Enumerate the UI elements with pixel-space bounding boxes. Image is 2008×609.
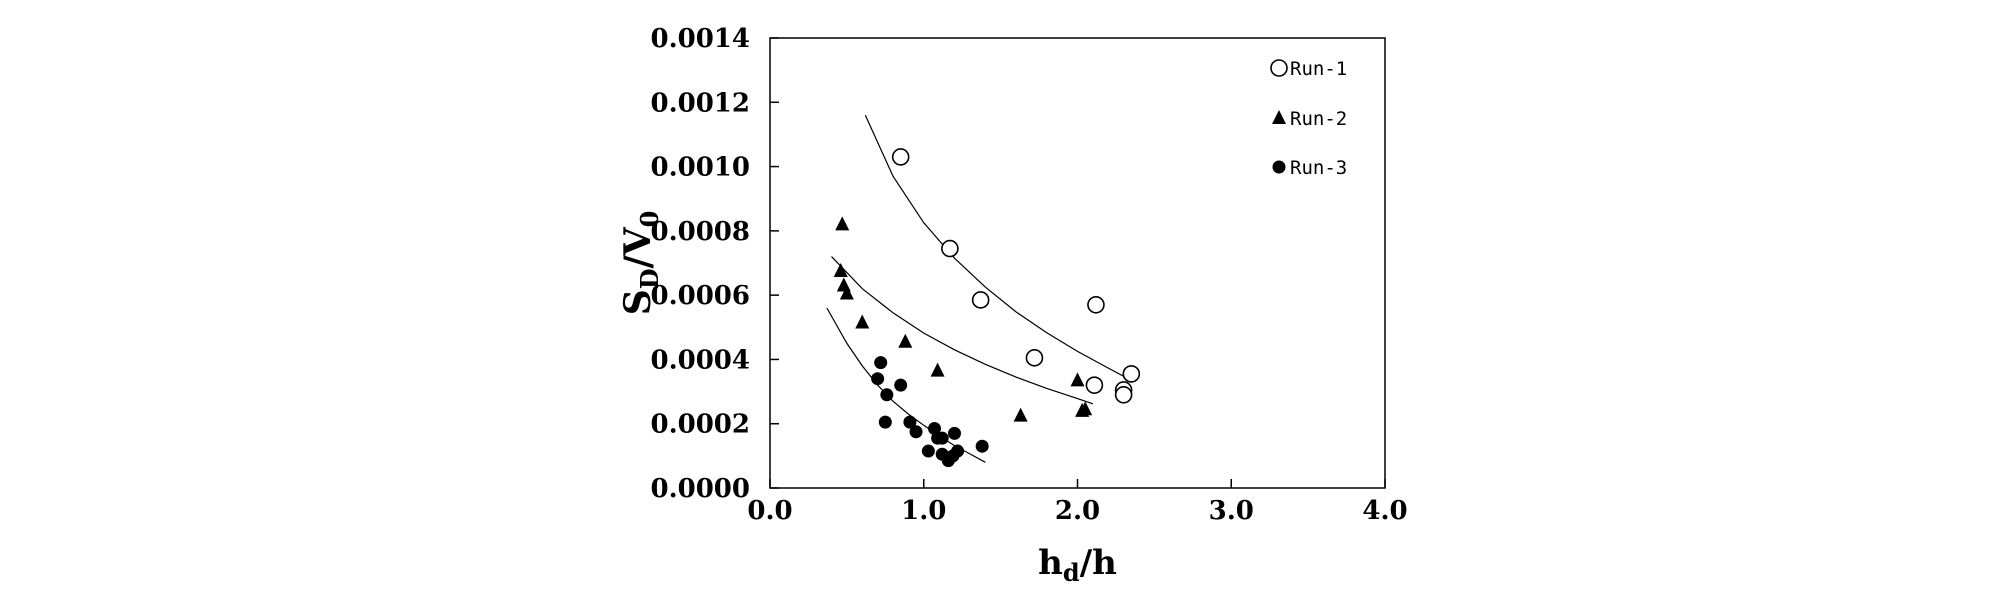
legend-label-run-1: Run-1 — [1290, 58, 1347, 80]
x-tick-label: 3.0 — [1209, 496, 1254, 526]
x-tick-label: 0.0 — [747, 496, 792, 526]
fit-curve-run-1 — [864, 114, 1132, 381]
point-run-2 — [1070, 372, 1085, 387]
point-run-1 — [1085, 376, 1104, 394]
x-tick-label: 1.0 — [901, 496, 946, 526]
y-tick-label: 0.0006 — [650, 281, 750, 311]
x-axis-title: hd/h — [1038, 543, 1117, 587]
point-run-2 — [1013, 407, 1028, 422]
point-run-1 — [1114, 385, 1133, 404]
point-run-2 — [839, 285, 854, 300]
point-run-3 — [880, 388, 894, 402]
x-tick-label: 4.0 — [1362, 496, 1407, 526]
point-run-3 — [894, 378, 908, 392]
point-run-3 — [948, 426, 961, 440]
y-title-v-sub: 0 — [635, 211, 664, 228]
point-run-1 — [1025, 349, 1044, 367]
legend-label-run-3: Run-3 — [1290, 157, 1347, 179]
legend-marker-run-1 — [1270, 59, 1288, 77]
point-run-2 — [930, 362, 945, 377]
point-run-2 — [835, 216, 850, 231]
point-run-2 — [855, 314, 870, 329]
fit-curve-run-2 — [831, 256, 1094, 405]
point-run-3 — [935, 431, 949, 445]
point-run-3 — [951, 444, 965, 458]
point-run-3 — [921, 444, 935, 458]
point-run-3 — [878, 415, 892, 429]
y-title-s: S — [617, 289, 659, 315]
plot-area-frame — [769, 37, 1386, 489]
y-axis-title: SD/V0 — [617, 211, 664, 316]
point-run-3 — [874, 356, 888, 370]
x-title-h: h — [1038, 543, 1063, 583]
legend: Run-1 Run-2 Run-3 — [1270, 58, 1347, 179]
x-tick-label: 2.0 — [1055, 496, 1100, 526]
y-tick-label: 0.0002 — [650, 410, 750, 440]
point-run-3 — [903, 415, 917, 429]
point-run-3 — [975, 439, 989, 453]
point-run-1 — [971, 291, 990, 309]
y-tick-label: 0.0000 — [650, 474, 750, 504]
point-run-1 — [1122, 365, 1141, 383]
x-title-rest: /h — [1080, 543, 1117, 583]
y-tick-label: 0.0012 — [650, 88, 750, 118]
legend-label-run-2: Run-2 — [1290, 108, 1347, 130]
legend-marker-run-3 — [1272, 160, 1286, 174]
legend-marker-run-2 — [1272, 110, 1286, 124]
y-tick-label: 0.0008 — [650, 217, 750, 247]
point-run-1 — [941, 239, 959, 258]
point-run-1 — [1087, 295, 1105, 314]
point-run-1 — [891, 148, 910, 166]
y-tick-label: 0.0014 — [650, 24, 750, 54]
point-run-2 — [833, 263, 848, 278]
x-title-sub: d — [1063, 558, 1080, 587]
point-run-2 — [1075, 402, 1090, 417]
point-run-2 — [898, 333, 913, 348]
y-title-s-sub: D — [635, 268, 664, 289]
point-run-3 — [909, 425, 923, 439]
axes: 0.0 1.0 2.0 3.0 4.0 0.0000 0.0002 0.0004 0.0006 0… — [650, 24, 1407, 526]
y-title-slash: /V — [617, 226, 659, 268]
data-points — [833, 148, 1141, 468]
y-tick-label: 0.0010 — [650, 153, 750, 183]
point-run-3 — [871, 372, 885, 386]
y-tick-label: 0.0004 — [650, 345, 750, 375]
